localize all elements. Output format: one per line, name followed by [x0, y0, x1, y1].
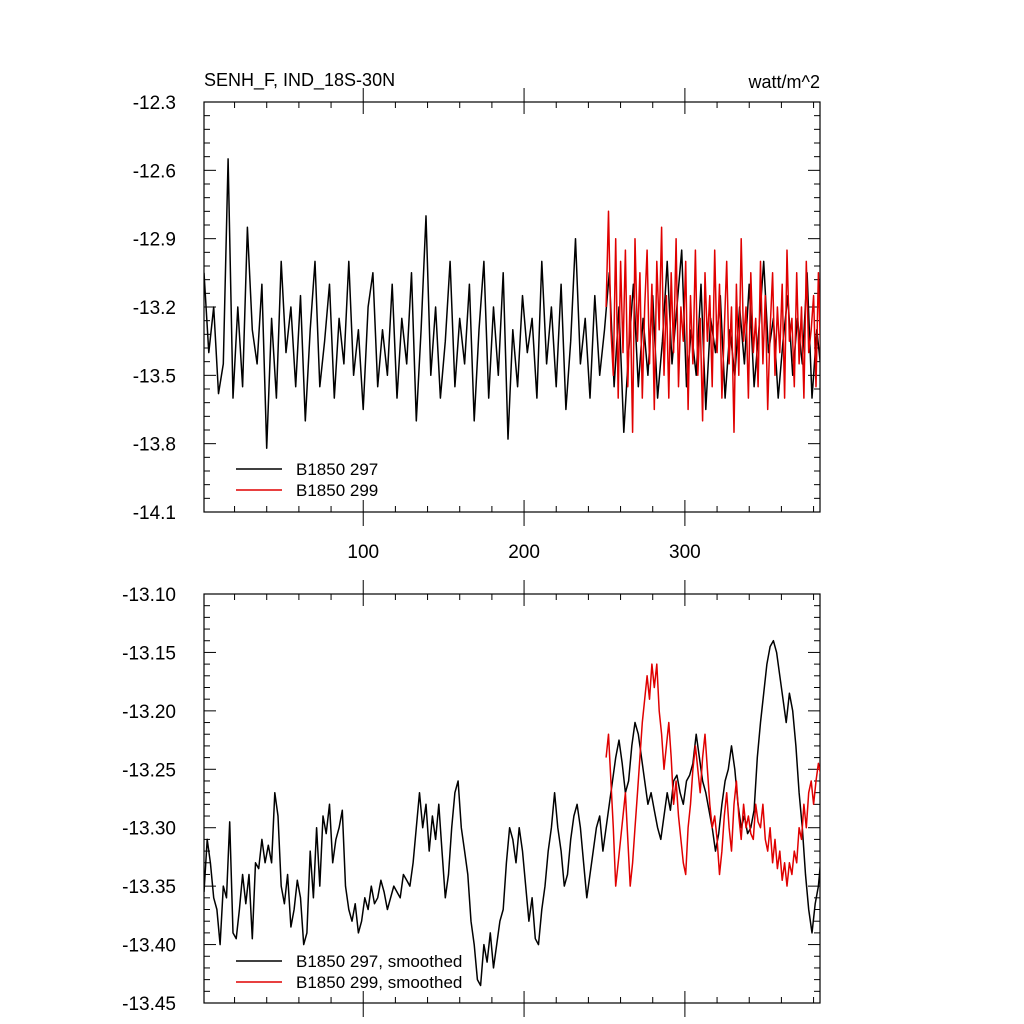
legend-label: B1850 297	[296, 460, 378, 479]
chart-title: SENH_F, IND_18S-30N	[204, 70, 395, 91]
y-tick-label: -12.6	[133, 161, 176, 182]
legend-label: B1850 299, smoothed	[296, 973, 462, 992]
x-tick-label: 300	[669, 542, 701, 563]
plot-frame	[203, 593, 821, 1004]
y-tick-label: -13.10	[122, 585, 176, 606]
unit-label: watt/m^2	[748, 72, 820, 92]
y-tick-label: -13.2	[133, 298, 176, 319]
series-line	[605, 663, 820, 887]
legend-label: B1850 297, smoothed	[296, 952, 462, 971]
series-line	[204, 158, 820, 449]
y-tick-label: -13.30	[122, 819, 176, 840]
y-tick-label: -13.40	[122, 936, 176, 957]
y-tick-label: -12.3	[133, 93, 176, 114]
y-tick-label: -13.20	[122, 702, 176, 723]
y-tick-label: -13.25	[122, 760, 176, 781]
y-tick-label: -12.9	[133, 230, 176, 251]
chart-top: -12.3 -12.6 -12.9 -13.2 -13.5 -13.8 -14.1 100 20…	[133, 70, 821, 563]
x-tick-label: 200	[508, 542, 540, 563]
y-tick-label: -14.1	[133, 503, 176, 524]
y-tick-label: -13.5	[133, 366, 176, 387]
series-line	[605, 210, 820, 434]
series-line	[204, 639, 820, 987]
legend-label: B1850 299	[296, 481, 378, 500]
y-tick-label: -13.8	[133, 435, 176, 456]
x-tick-label: 100	[347, 542, 379, 563]
y-tick-label: -13.45	[122, 994, 176, 1015]
y-tick-label: -13.15	[122, 643, 176, 664]
y-tick-label: -13.35	[122, 877, 176, 898]
chart-bottom: -13.10 -13.15 -13.20 -13.25 -13.30 -13.35 -13.…	[122, 580, 821, 1017]
